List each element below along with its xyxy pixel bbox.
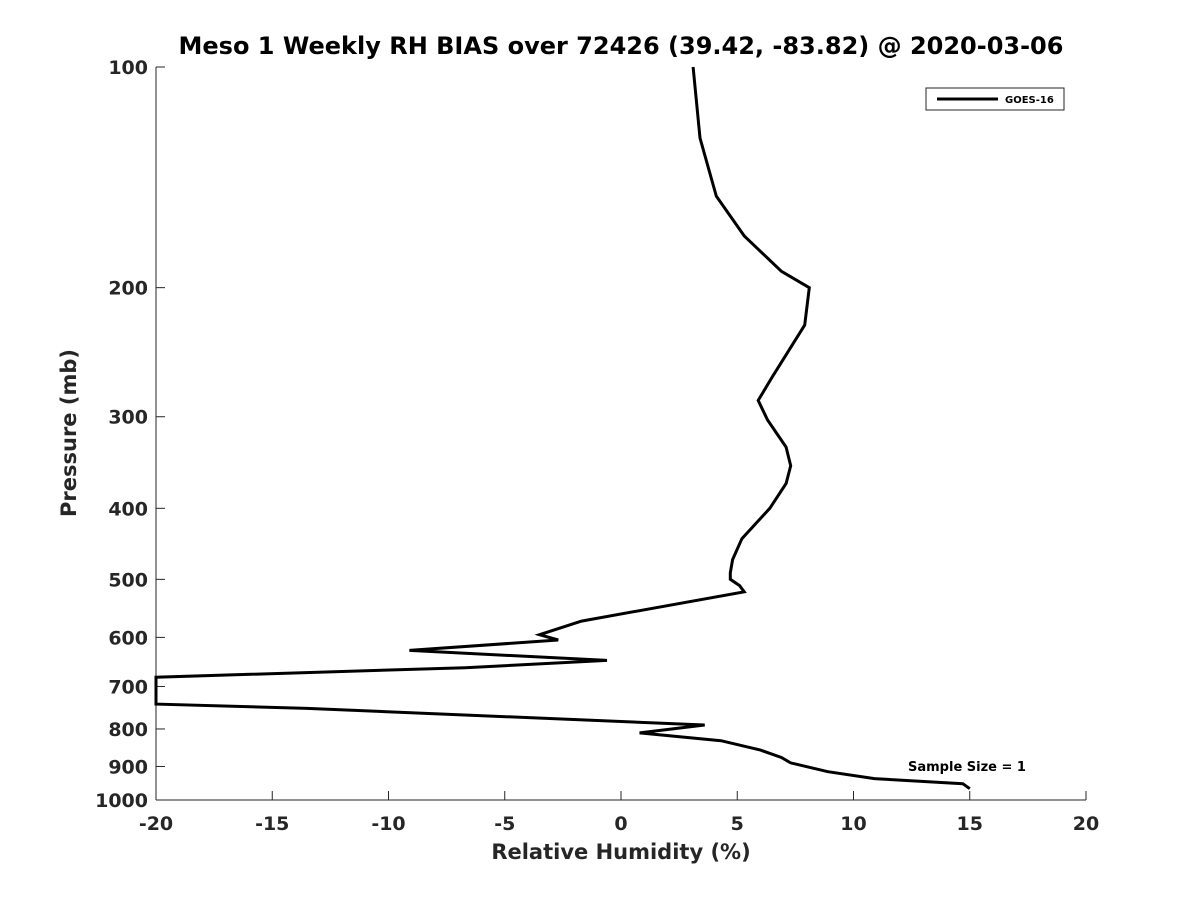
y-axis-label: Pressure (mb) <box>57 349 81 517</box>
chart-title: Meso 1 Weekly RH BIAS over 72426 (39.42,… <box>179 32 1064 60</box>
y-tick-label: 400 <box>108 498 148 520</box>
y-tick-label: 200 <box>108 278 148 300</box>
y-tick-label: 1000 <box>95 790 148 812</box>
x-tick-label: -15 <box>255 813 289 835</box>
y-tick-label: 600 <box>108 627 148 649</box>
legend-label: GOES-16 <box>1005 95 1054 106</box>
y-tick-label: 900 <box>108 756 148 778</box>
y-tick-label: 300 <box>108 407 148 429</box>
x-tick-label: 10 <box>840 813 866 835</box>
x-tick-label: 20 <box>1073 813 1099 835</box>
y-tick-label: 500 <box>108 569 148 591</box>
series-line-goes-16 <box>154 66 971 790</box>
series-layer <box>154 66 971 790</box>
x-tick-label: -5 <box>494 813 515 835</box>
y-tick-label: 700 <box>108 676 148 698</box>
legend: GOES-16 <box>925 87 1065 111</box>
x-tick-label: 0 <box>614 813 627 835</box>
y-tick-label: 800 <box>108 719 148 741</box>
sample-size-annotation: Sample Size = 1 <box>908 760 1026 775</box>
x-axis-label: Relative Humidity (%) <box>491 840 750 864</box>
x-tick-label: 5 <box>731 813 744 835</box>
x-tick-label: -10 <box>371 813 405 835</box>
x-tick-label: -20 <box>139 813 173 835</box>
ticks: -20 -15 -10 -5 0 5 10 15 20 100 200 300 400 500 600 700… <box>95 57 1099 835</box>
axes <box>155 67 1086 801</box>
x-tick-label: 15 <box>957 813 983 835</box>
y-tick-label: 100 <box>108 57 148 79</box>
